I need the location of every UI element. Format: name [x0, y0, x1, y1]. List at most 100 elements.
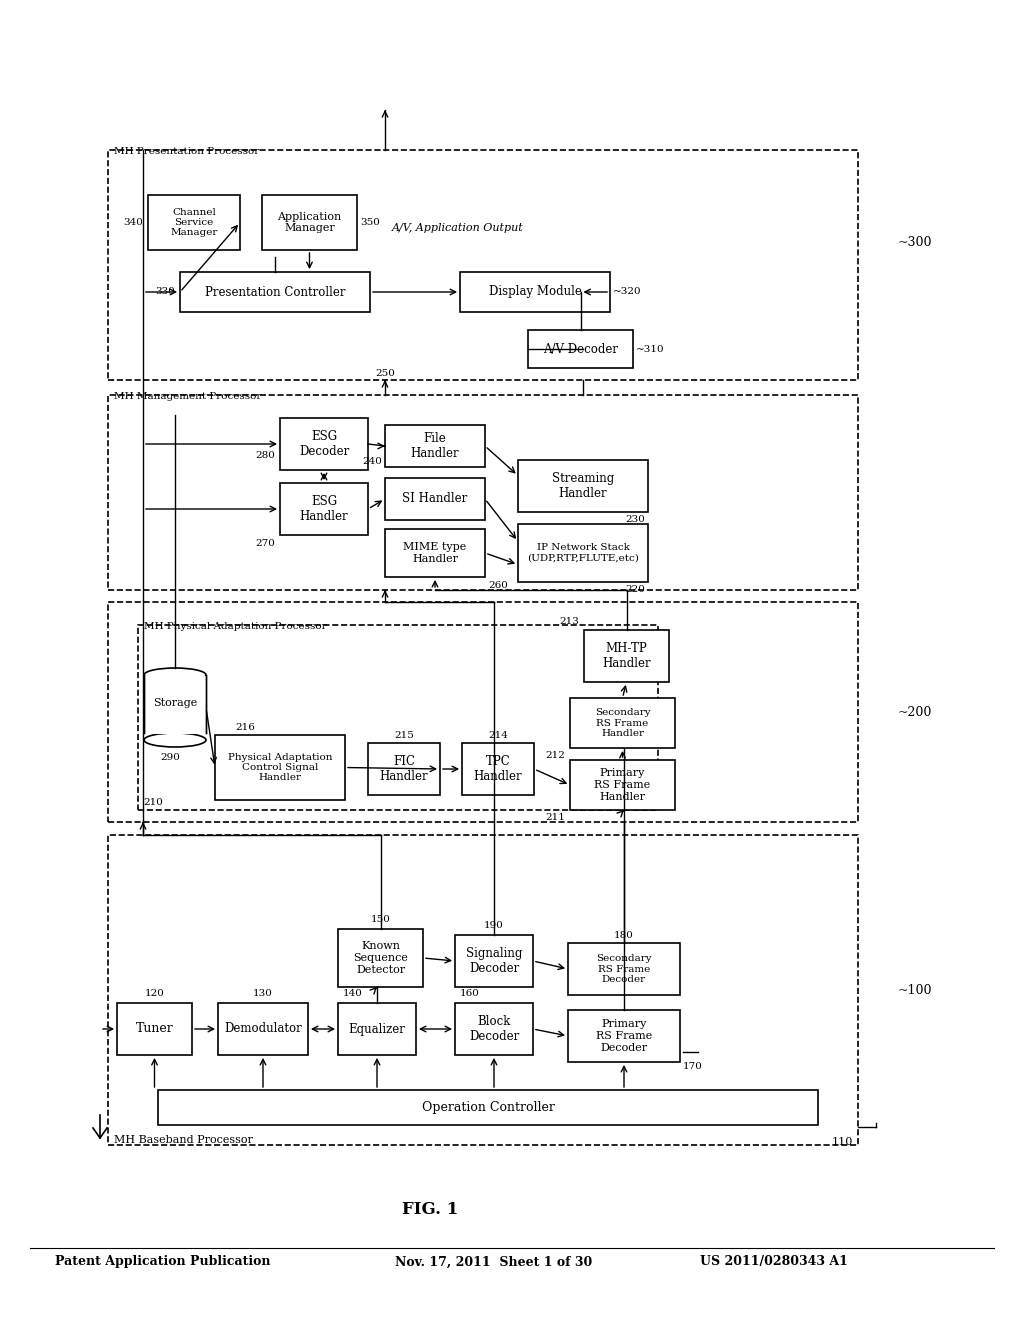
- Text: ESG
Handler: ESG Handler: [300, 495, 348, 523]
- Bar: [108, 836, 858, 1144]
- Text: 250: 250: [375, 368, 395, 378]
- Text: 210: 210: [143, 799, 163, 807]
- Bar: [158, 1090, 818, 1125]
- Bar: [570, 698, 675, 748]
- Bar: [584, 630, 669, 682]
- Text: MIME type
Handler: MIME type Handler: [403, 543, 467, 564]
- Bar: [108, 150, 858, 380]
- Bar: [108, 602, 858, 822]
- Bar: [518, 459, 648, 512]
- Text: 280: 280: [255, 450, 275, 459]
- Text: A/V, Application Output: A/V, Application Output: [392, 223, 523, 234]
- Bar: [280, 483, 368, 535]
- Ellipse shape: [144, 733, 206, 747]
- Text: Application
Manager: Application Manager: [278, 211, 342, 234]
- Bar: [455, 935, 534, 987]
- Text: Storage: Storage: [153, 697, 198, 708]
- Text: Primary
RS Frame
Handler: Primary RS Frame Handler: [594, 768, 650, 801]
- Text: 212: 212: [545, 751, 565, 760]
- Text: 214: 214: [488, 730, 508, 739]
- Text: Tuner: Tuner: [135, 1023, 173, 1035]
- Text: 260: 260: [488, 581, 508, 590]
- Text: Equalizer: Equalizer: [348, 1023, 406, 1035]
- Text: Operation Controller: Operation Controller: [422, 1101, 554, 1114]
- Text: ~200: ~200: [898, 705, 933, 718]
- Text: IP Network Stack
(UDP,RTP,FLUTE,etc): IP Network Stack (UDP,RTP,FLUTE,etc): [527, 544, 639, 562]
- Text: Nov. 17, 2011  Sheet 1 of 30: Nov. 17, 2011 Sheet 1 of 30: [395, 1255, 592, 1269]
- Text: 340: 340: [123, 218, 143, 227]
- Text: 240: 240: [362, 458, 382, 466]
- Text: FIG. 1: FIG. 1: [401, 1201, 458, 1218]
- Text: Known
Sequence
Detector: Known Sequence Detector: [353, 941, 408, 974]
- Text: FIC
Handler: FIC Handler: [380, 755, 428, 783]
- Text: Patent Application Publication: Patent Application Publication: [55, 1255, 270, 1269]
- Bar: [338, 929, 423, 987]
- Bar: [215, 735, 345, 800]
- Text: TPC
Handler: TPC Handler: [474, 755, 522, 783]
- Bar: [528, 330, 633, 368]
- Text: 230: 230: [625, 516, 645, 524]
- Bar: [117, 1003, 193, 1055]
- Text: 120: 120: [144, 989, 165, 998]
- Text: Secondary
RS Frame
Decoder: Secondary RS Frame Decoder: [596, 954, 652, 983]
- Text: Streaming
Handler: Streaming Handler: [552, 473, 614, 500]
- Text: ~100: ~100: [898, 983, 933, 997]
- Text: MH Baseband Processor: MH Baseband Processor: [114, 1135, 253, 1144]
- Bar: [518, 524, 648, 582]
- Text: ~300: ~300: [898, 235, 933, 248]
- Text: Primary
RS Frame
Decoder: Primary RS Frame Decoder: [596, 1019, 652, 1052]
- Bar: [280, 418, 368, 470]
- Text: MH Presentation Processor: MH Presentation Processor: [114, 147, 259, 156]
- Text: ESG
Decoder: ESG Decoder: [299, 430, 349, 458]
- Text: 150: 150: [371, 915, 390, 924]
- Ellipse shape: [144, 668, 206, 682]
- Bar: [455, 1003, 534, 1055]
- Bar: [460, 272, 610, 312]
- Text: 140: 140: [343, 989, 362, 998]
- Text: Secondary
RS Frame
Handler: Secondary RS Frame Handler: [595, 708, 650, 738]
- Bar: [462, 743, 534, 795]
- Text: 160: 160: [460, 989, 480, 998]
- Bar: [368, 743, 440, 795]
- Text: 350: 350: [360, 218, 380, 227]
- Bar: [385, 478, 485, 520]
- Bar: [568, 1010, 680, 1063]
- Text: 180: 180: [614, 931, 634, 940]
- Text: MH Management Processor: MH Management Processor: [114, 392, 261, 401]
- Text: Block
Decoder: Block Decoder: [469, 1015, 519, 1043]
- Bar: [108, 395, 858, 590]
- Bar: [568, 942, 680, 995]
- Text: 213: 213: [559, 618, 579, 627]
- Text: 220: 220: [625, 586, 645, 594]
- Text: 330: 330: [155, 288, 175, 297]
- Text: ~320: ~320: [613, 288, 642, 297]
- Bar: [262, 195, 357, 249]
- Bar: [180, 272, 370, 312]
- Text: SI Handler: SI Handler: [402, 492, 468, 506]
- Bar: [138, 624, 658, 810]
- Text: 215: 215: [394, 730, 414, 739]
- Text: Display Module: Display Module: [488, 285, 582, 298]
- Text: 110: 110: [831, 1137, 853, 1147]
- Text: Channel
Service
Manager: Channel Service Manager: [170, 207, 218, 238]
- Bar: [218, 1003, 308, 1055]
- Text: ~310: ~310: [636, 345, 665, 354]
- Text: US 2011/0280343 A1: US 2011/0280343 A1: [700, 1255, 848, 1269]
- Bar: [570, 760, 675, 810]
- Bar: [144, 676, 206, 734]
- Bar: [385, 529, 485, 577]
- Text: 130: 130: [253, 989, 273, 998]
- Text: Physical Adaptation
Control Signal
Handler: Physical Adaptation Control Signal Handl…: [227, 752, 332, 783]
- Text: 211: 211: [545, 813, 565, 822]
- Text: 170: 170: [683, 1063, 702, 1071]
- Text: MH-TP
Handler: MH-TP Handler: [602, 642, 651, 671]
- Text: Presentation Controller: Presentation Controller: [205, 285, 345, 298]
- Text: 270: 270: [255, 539, 275, 548]
- Text: 190: 190: [484, 920, 504, 929]
- Text: File
Handler: File Handler: [411, 432, 460, 459]
- Bar: [148, 195, 240, 249]
- Text: A/V Decoder: A/V Decoder: [543, 342, 618, 355]
- Text: 290: 290: [160, 754, 180, 763]
- Bar: [338, 1003, 416, 1055]
- Text: 216: 216: [234, 722, 255, 731]
